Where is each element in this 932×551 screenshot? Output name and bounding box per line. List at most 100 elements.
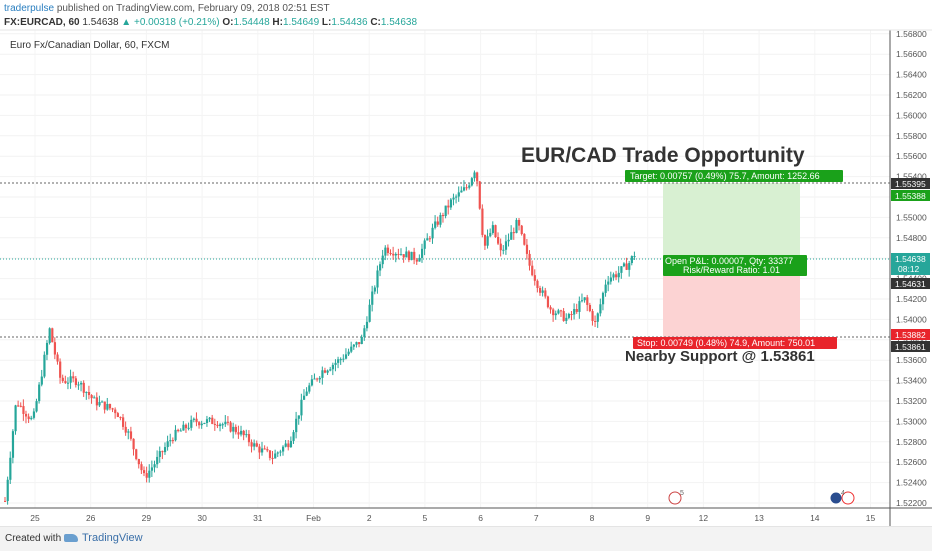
candle-body-96 [255, 443, 258, 447]
economic-event-icon[interactable] [668, 491, 682, 505]
candle-body-23 [64, 381, 67, 384]
candle-body-149 [394, 253, 397, 256]
y-tick-16: 1.53600 [896, 355, 927, 365]
candle-body-84 [224, 421, 227, 425]
candle-body-48 [129, 431, 133, 439]
candle-body-97 [258, 446, 261, 453]
candle-body-20 [56, 354, 59, 362]
candle-body-216 [570, 313, 573, 315]
candle-body-89 [237, 432, 240, 435]
candle-body-30 [82, 382, 85, 393]
tradingview-brand[interactable]: TradingView [64, 532, 143, 544]
candle-body-25 [69, 376, 72, 383]
support-annotation: Nearby Support @ 1.53861 [625, 348, 815, 365]
created-with-text: Created with [5, 533, 62, 544]
candle-body-161 [426, 238, 429, 241]
brand-text: TradingView [82, 532, 143, 544]
candle-body-108 [287, 443, 290, 448]
candle-body-229 [604, 284, 607, 293]
candle-body-77 [205, 419, 209, 423]
candle-body-206 [544, 290, 547, 297]
candle-body-200 [528, 253, 531, 266]
candle-body-3 [11, 431, 15, 458]
candle-body-137 [363, 328, 366, 337]
price-axis: 1.56800 1.56600 1.56400 1.56200 1.56000 1.558… [896, 29, 927, 508]
candle-body-235 [620, 266, 623, 273]
candle-body-173 [457, 192, 460, 197]
target-label-box [625, 170, 843, 182]
candle-body-79 [211, 417, 214, 424]
candle-body-21 [59, 361, 62, 378]
candle-body-35 [95, 397, 98, 406]
candle-body-15 [43, 354, 46, 377]
candle-body-228 [601, 292, 605, 305]
risk-reward-label: Risk/Reward Ratio: 1.01 [683, 265, 780, 275]
candle-body-76 [203, 422, 206, 424]
candle-body-90 [240, 430, 243, 435]
candle-body-205 [541, 290, 544, 293]
candle-body-157 [415, 259, 418, 262]
candle-body-201 [531, 265, 534, 276]
candle-body-193 [510, 232, 513, 240]
candle-body-130 [344, 354, 348, 359]
x-tick-1: 26 [86, 513, 96, 523]
candle-body-218 [575, 309, 578, 312]
candle-body-138 [365, 321, 369, 329]
candle-body-224 [591, 311, 594, 322]
event-count-2: 4 [841, 490, 845, 497]
tradingview-logo-icon [64, 534, 78, 543]
candle-body-78 [208, 417, 211, 420]
candle-body-213 [562, 311, 565, 321]
y-tick-10: 1.54800 [896, 233, 927, 243]
candle-body-217 [573, 309, 576, 315]
y-tick-21: 1.52600 [896, 457, 927, 467]
candle-body-41 [111, 408, 114, 410]
candle-body-105 [279, 451, 282, 453]
candle-body-123 [326, 370, 329, 373]
author-link[interactable]: traderpulse [4, 3, 55, 14]
candle-body-45 [122, 417, 125, 427]
candle-body-156 [413, 251, 416, 260]
candle-body-46 [124, 426, 127, 433]
candle-body-190 [502, 249, 505, 251]
candle-body-62 [166, 441, 169, 448]
candle-body-150 [397, 253, 400, 255]
candle-body-204 [538, 287, 542, 293]
candle-body-151 [400, 254, 403, 256]
y-tick-19: 1.53000 [896, 416, 927, 426]
candle-body-0 [4, 500, 7, 502]
flag-event-icon-2[interactable] [841, 491, 855, 505]
publish-info: traderpulse published on TradingView.com… [4, 3, 330, 14]
y-tick-22: 1.52400 [896, 478, 927, 488]
candle-body-63 [169, 440, 172, 442]
candle-body-212 [559, 310, 563, 312]
candle-body-208 [549, 307, 552, 310]
open-label: O: [222, 17, 234, 28]
candle-body-202 [533, 275, 536, 281]
y-tick-20: 1.52800 [896, 437, 927, 447]
candle-body-226 [596, 313, 599, 322]
candle-body-106 [281, 446, 285, 452]
candle-body-133 [352, 344, 355, 347]
candle-body-120 [318, 377, 321, 380]
y-tick-4: 1.56000 [896, 110, 927, 120]
candle-body-176 [465, 187, 468, 189]
candle-body-98 [261, 448, 264, 453]
candle-body-57 [153, 464, 156, 468]
candle-body-140 [371, 291, 374, 305]
candle-body-104 [276, 452, 279, 454]
candle-body-86 [229, 422, 232, 432]
candle-body-165 [436, 221, 439, 225]
candle-body-139 [368, 304, 371, 322]
candle-body-237 [625, 263, 628, 270]
candle-body-160 [423, 240, 426, 249]
candle-body-178 [470, 178, 474, 186]
candle-body-61 [163, 447, 167, 453]
price-tag-support-text: 1.53861 [895, 342, 926, 352]
y-tick-13: 1.54200 [896, 294, 927, 304]
candle-body-210 [554, 313, 557, 316]
candle-body-114 [302, 395, 306, 400]
candle-body-113 [300, 399, 303, 416]
stop-zone [663, 275, 800, 337]
